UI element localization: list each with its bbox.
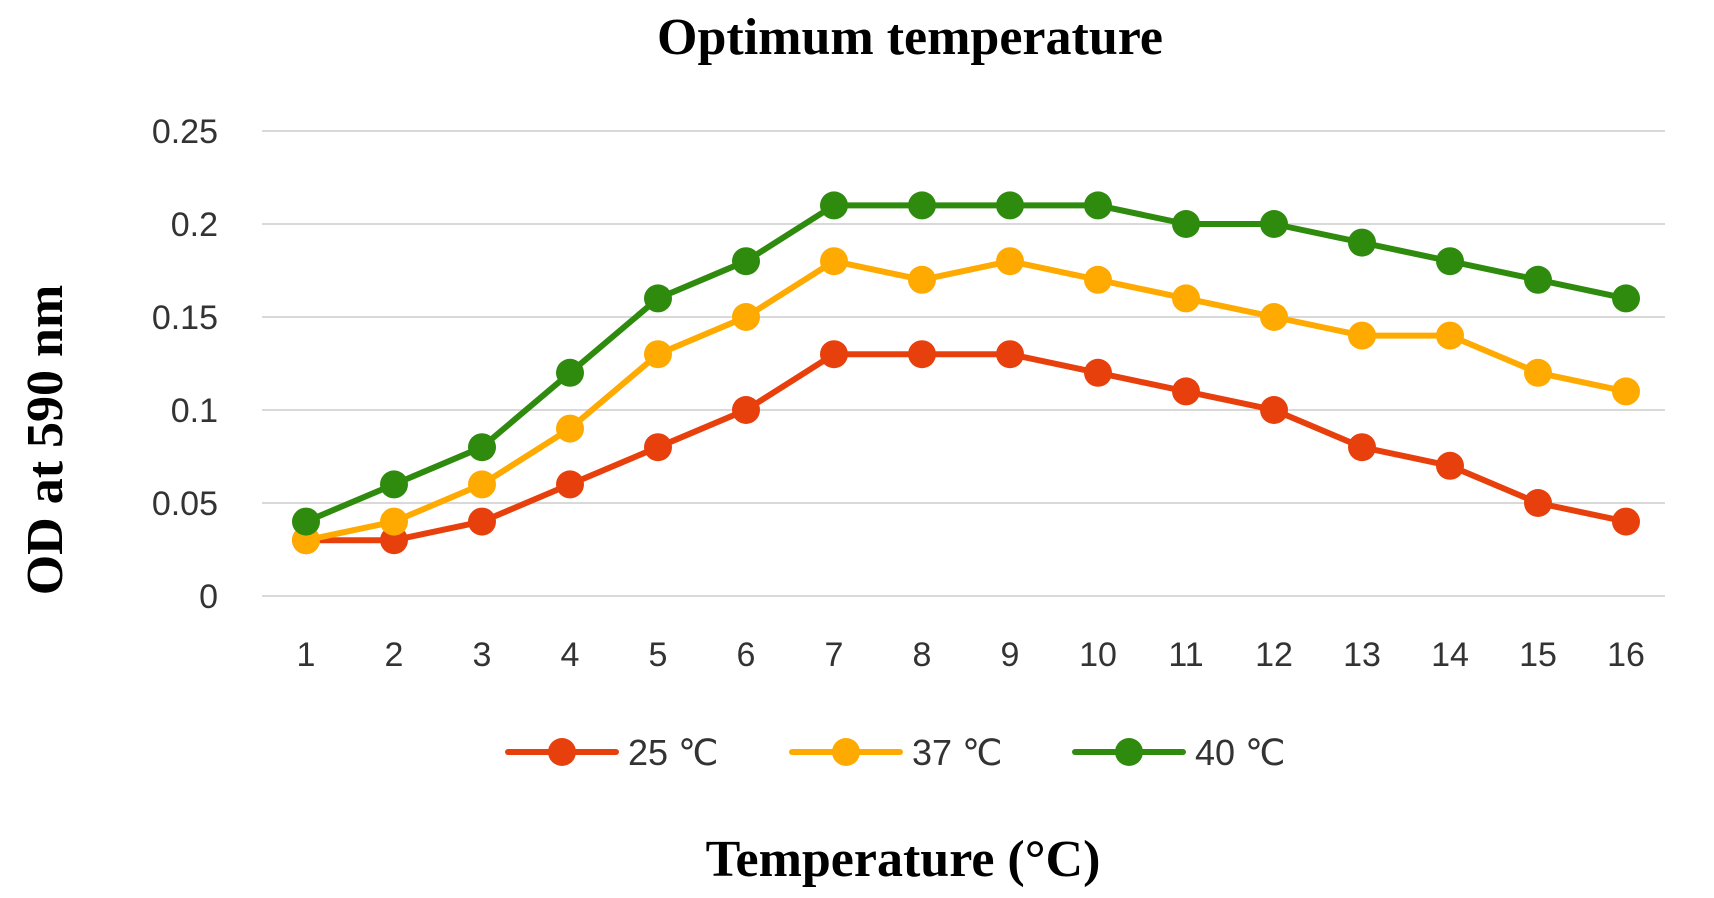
data-point xyxy=(908,265,936,294)
legend-marker xyxy=(1115,738,1143,766)
data-point xyxy=(468,433,496,462)
data-point xyxy=(292,507,320,536)
data-point xyxy=(908,340,936,369)
series-2 xyxy=(292,247,1640,555)
y-tick-label: 0.15 xyxy=(152,299,218,337)
y-tick-label: 0.2 xyxy=(171,206,218,244)
x-tick-label: 11 xyxy=(1168,636,1203,674)
legend: 25 ℃ 37 ℃ 40 ℃ xyxy=(505,732,1285,773)
data-point xyxy=(1260,396,1288,424)
series-3 xyxy=(292,191,1640,536)
data-point xyxy=(644,340,672,369)
gridlines xyxy=(262,130,1665,597)
x-tick-label: 9 xyxy=(1001,636,1020,674)
legend-marker xyxy=(832,738,860,766)
series-line xyxy=(303,258,1629,544)
data-point xyxy=(1524,265,1552,294)
x-tick-label: 2 xyxy=(385,636,404,674)
data-point xyxy=(732,396,760,424)
data-point xyxy=(820,247,848,276)
data-point xyxy=(820,340,848,369)
data-point xyxy=(556,470,584,499)
x-tick-label: 12 xyxy=(1255,636,1293,674)
data-point xyxy=(996,340,1024,369)
x-tick-label: 10 xyxy=(1079,636,1117,674)
x-tick-label: 13 xyxy=(1343,636,1381,674)
data-point xyxy=(1172,377,1200,406)
data-point xyxy=(644,433,672,462)
data-point xyxy=(1348,433,1376,462)
legend-item: 25 ℃ xyxy=(505,732,718,773)
y-tick-label: 0.05 xyxy=(152,485,218,523)
series-line xyxy=(303,202,1629,525)
y-tick-label: 0.25 xyxy=(152,113,218,151)
legend-label: 37 ℃ xyxy=(912,732,1002,773)
x-axis-title: Temperature (°C) xyxy=(706,831,1101,888)
x-tick-label: 4 xyxy=(561,636,580,674)
legend-label: 40 ℃ xyxy=(1195,732,1285,773)
data-point xyxy=(732,247,760,276)
data-point xyxy=(1436,451,1464,480)
data-point xyxy=(1436,247,1464,276)
x-tick-label: 8 xyxy=(913,636,932,674)
y-tick-label: 0.1 xyxy=(171,392,218,430)
series-1 xyxy=(292,340,1640,555)
legend-item: 40 ℃ xyxy=(1072,732,1285,773)
data-point xyxy=(996,247,1024,276)
data-point xyxy=(1524,358,1552,387)
y-axis-title: OD at 590 nm xyxy=(17,285,74,596)
x-tick-label: 16 xyxy=(1607,636,1645,674)
series-line xyxy=(303,351,1629,544)
data-point xyxy=(1612,377,1640,406)
chart-title: Optimum temperature xyxy=(657,9,1163,66)
data-point xyxy=(1172,210,1200,238)
data-point xyxy=(1084,191,1112,220)
legend-label: 25 ℃ xyxy=(628,732,718,773)
x-tick-label: 7 xyxy=(825,636,844,674)
data-point xyxy=(1172,284,1200,313)
legend-marker xyxy=(548,738,576,766)
x-tick-label: 14 xyxy=(1431,636,1469,674)
data-point xyxy=(556,414,584,443)
data-point xyxy=(820,191,848,220)
x-tick-label: 3 xyxy=(473,636,492,674)
data-point xyxy=(1084,358,1112,387)
data-point xyxy=(1260,303,1288,331)
data-point xyxy=(1084,265,1112,294)
x-tick-label: 15 xyxy=(1519,636,1557,674)
data-point xyxy=(1524,489,1552,517)
series-group xyxy=(292,191,1640,555)
legend-item: 37 ℃ xyxy=(789,732,1002,773)
x-axis-ticks: 1 2 3 4 5 6 7 8 9 10 11 12 13 14 15 16 xyxy=(297,636,1645,674)
data-point xyxy=(1260,210,1288,238)
data-point xyxy=(380,507,408,536)
y-tick-label: 0 xyxy=(199,578,218,616)
data-point xyxy=(732,303,760,331)
data-point xyxy=(1612,507,1640,536)
x-tick-label: 1 xyxy=(297,636,316,674)
data-point xyxy=(644,284,672,313)
data-point xyxy=(908,191,936,220)
data-point xyxy=(468,507,496,536)
data-point xyxy=(996,191,1024,220)
y-axis-ticks: 0 0.05 0.1 0.15 0.2 0.25 xyxy=(152,113,218,616)
data-point xyxy=(1436,321,1464,350)
data-point xyxy=(1348,321,1376,350)
data-point xyxy=(380,470,408,499)
data-point xyxy=(468,470,496,499)
data-point xyxy=(1612,284,1640,313)
data-point xyxy=(556,358,584,387)
data-point xyxy=(1348,228,1376,257)
x-tick-label: 5 xyxy=(649,636,668,674)
x-tick-label: 6 xyxy=(737,636,756,674)
